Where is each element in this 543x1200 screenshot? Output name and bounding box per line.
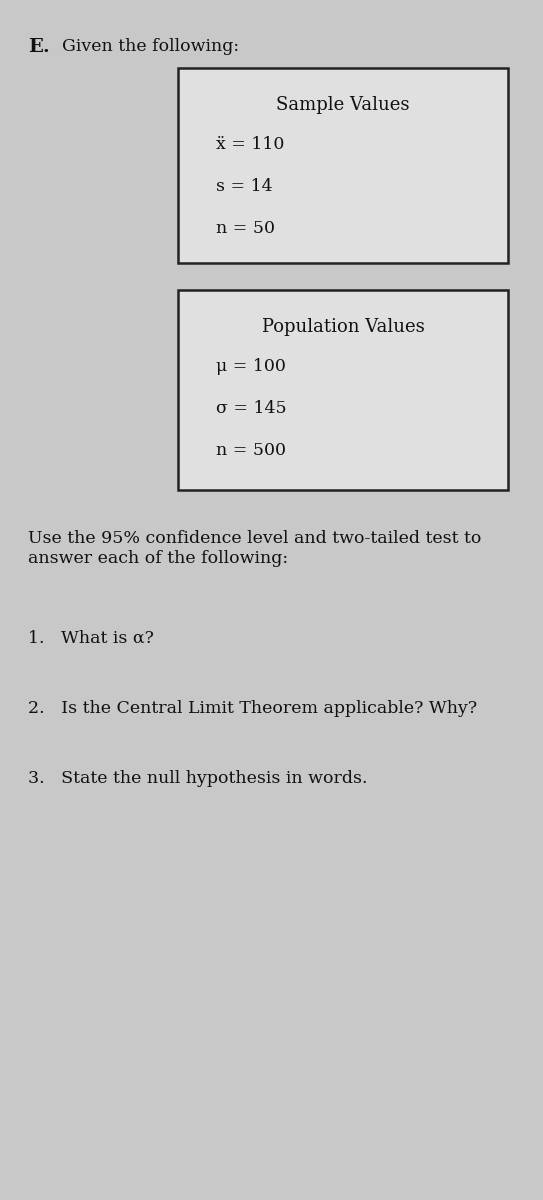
- Text: Given the following:: Given the following:: [62, 38, 239, 55]
- Text: s = 14: s = 14: [216, 178, 273, 194]
- Text: ẍ = 110: ẍ = 110: [216, 136, 285, 152]
- Text: E.: E.: [28, 38, 50, 56]
- Text: 3.   State the null hypothesis in words.: 3. State the null hypothesis in words.: [28, 770, 368, 787]
- Text: σ = 145: σ = 145: [216, 400, 287, 416]
- FancyBboxPatch shape: [178, 68, 508, 263]
- FancyBboxPatch shape: [178, 290, 508, 490]
- Text: Population Values: Population Values: [262, 318, 425, 336]
- Text: 1.   What is α?: 1. What is α?: [28, 630, 154, 647]
- Text: Sample Values: Sample Values: [276, 96, 410, 114]
- Text: n = 50: n = 50: [216, 220, 275, 236]
- Text: μ = 100: μ = 100: [216, 358, 286, 374]
- Text: Use the 95% confidence level and two-tailed test to answer each of the following: Use the 95% confidence level and two-tai…: [28, 530, 482, 566]
- Text: 2.   Is the Central Limit Theorem applicable? Why?: 2. Is the Central Limit Theorem applicab…: [28, 700, 477, 716]
- Text: n = 500: n = 500: [216, 442, 286, 458]
